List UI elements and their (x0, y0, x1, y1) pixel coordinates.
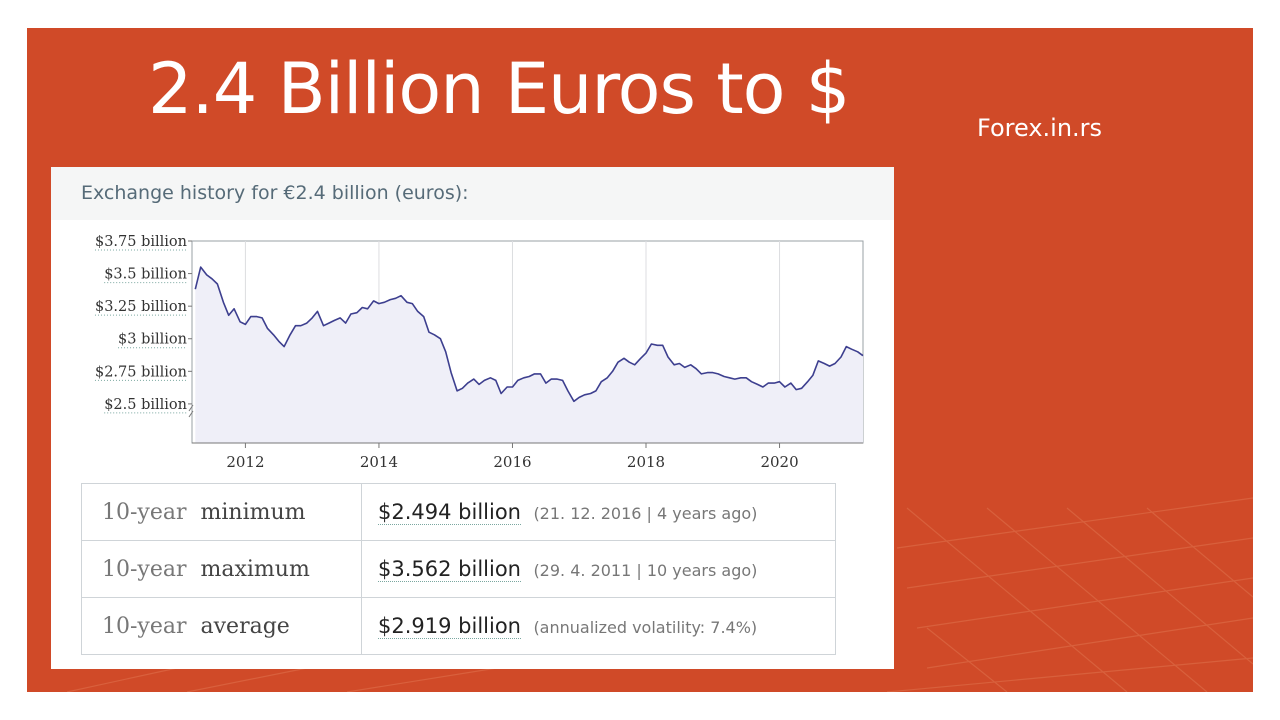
stat-note: (21. 12. 2016 | 4 years ago) (533, 504, 758, 523)
stat-value[interactable]: $3.562 billion (378, 557, 521, 582)
y-tick-label: $2.75 billion (95, 364, 187, 380)
y-tick-label: $3.75 billion (95, 234, 187, 250)
y-tick-label: $3.25 billion (95, 299, 187, 315)
stat-label: 10-year minimum (81, 483, 362, 541)
exchange-history-chart: 2012 2014 2016 2018 2020 $2.5 billion $2.75 bi… (94, 234, 864, 471)
stat-label: 10-year maximum (81, 540, 362, 598)
stat-value[interactable]: $2.919 billion (378, 614, 521, 639)
stats-row-maximum: 10-year maximum $3.562 billion (29. 4. 2… (81, 540, 836, 598)
x-tick-label: 2020 (760, 453, 798, 471)
stat-value-cell: $3.562 billion (29. 4. 2011 | 10 years a… (361, 540, 836, 598)
stat-value-cell: $2.919 billion (annualized volatility: 7… (361, 597, 836, 655)
stat-kind: maximum (200, 556, 310, 582)
y-tick-label: $3 billion (118, 332, 187, 348)
stat-period: 10-year (102, 613, 187, 639)
stats-table: 10-year minimum $2.494 billion (21. 12. … (81, 483, 836, 655)
stat-kind: minimum (200, 499, 306, 525)
stat-note: (29. 4. 2011 | 10 years ago) (533, 561, 758, 580)
panel-header: Exchange history for €2.4 billion (euros… (51, 167, 894, 220)
stat-value-cell: $2.494 billion (21. 12. 2016 | 4 years a… (361, 483, 836, 541)
stat-period: 10-year (102, 556, 187, 582)
stat-label: 10-year average (81, 597, 362, 655)
stat-note: (annualized volatility: 7.4%) (533, 618, 758, 637)
exchange-history-panel: Exchange history for €2.4 billion (euros… (51, 167, 894, 669)
stat-kind: average (200, 613, 290, 639)
slide-background: 2.4 Billion Euros to $ Forex.in.rs Excha… (27, 28, 1253, 692)
x-tick-label: 2016 (493, 453, 531, 471)
stats-row-average: 10-year average $2.919 billion (annualiz… (81, 597, 836, 655)
series-area (195, 267, 864, 443)
stat-period: 10-year (102, 499, 187, 525)
panel-title: Exchange history for €2.4 billion (euros… (81, 182, 469, 204)
stats-body: 10-year minimum $2.494 billion (21. 12. … (81, 483, 836, 655)
series-line (194, 266, 864, 403)
x-tick-label: 2018 (627, 453, 665, 471)
y-tick-label: $3.5 billion (104, 267, 187, 283)
stat-value[interactable]: $2.494 billion (378, 500, 521, 525)
x-tick-label: 2014 (360, 453, 398, 471)
axis-break-mark (188, 404, 194, 418)
y-tick-label: $2.5 billion (104, 397, 187, 413)
site-label: Forex.in.rs (977, 114, 1103, 142)
x-tick-label: 2012 (226, 453, 264, 471)
slide-title: 2.4 Billion Euros to $ (148, 48, 850, 130)
stats-row-minimum: 10-year minimum $2.494 billion (21. 12. … (81, 483, 836, 541)
